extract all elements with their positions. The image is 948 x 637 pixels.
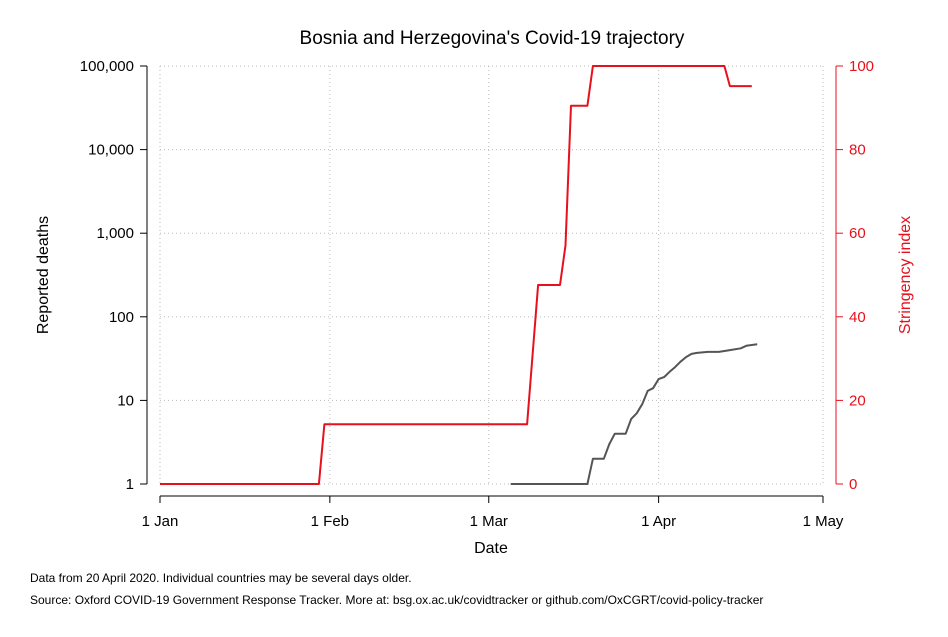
- source-note: Source: Oxford COVID-19 Government Respo…: [30, 593, 764, 607]
- y-axis-right-tick-label: 60: [849, 225, 866, 242]
- y-axis-left-tick-label: 1,000: [96, 225, 134, 242]
- stringency-series-line: [160, 65, 752, 485]
- y-axis-left-tick-label: 1: [126, 476, 134, 493]
- y-axis-left-tick-label: 10: [117, 392, 134, 409]
- chart-title: Bosnia and Herzegovina's Covid-19 trajec…: [300, 28, 685, 49]
- x-axis-tick-label: 1 Apr: [641, 513, 676, 530]
- series-lines: [160, 65, 758, 485]
- y-axis-right-tick-label: 80: [849, 142, 866, 159]
- x-axis-tick-label: 1 Feb: [311, 513, 349, 530]
- y-axis-right-tick-label: 40: [849, 309, 866, 326]
- x-axis-tick-label: 1 May: [803, 513, 844, 530]
- y-axis-right-tick-label: 100: [849, 58, 874, 75]
- x-axis-tick-label: 1 Mar: [470, 513, 508, 530]
- y-axis-right-tick-label: 0: [849, 476, 857, 493]
- x-axis-tick-label: 1 Jan: [142, 513, 179, 530]
- x-axis-label: Date: [474, 540, 508, 557]
- y-axis-left-tick-label: 100,000: [80, 58, 134, 75]
- y-axis-right-tick-label: 20: [849, 392, 866, 409]
- deaths-series-line: [510, 343, 758, 485]
- grid: [159, 65, 824, 485]
- y-axis-left-tick-label: 10,000: [88, 142, 134, 159]
- y-axis-left-tick-label: 100: [109, 309, 134, 326]
- y-axis-left-label: Reported deaths: [35, 216, 52, 334]
- axes: 1 10 100 1,000 10,000 100,000 0 20 40 60 80 100 1 Ja…: [80, 58, 874, 530]
- y-axis-right-label: Stringency index: [897, 216, 914, 334]
- data-note: Data from 20 April 2020. Individual coun…: [30, 571, 412, 585]
